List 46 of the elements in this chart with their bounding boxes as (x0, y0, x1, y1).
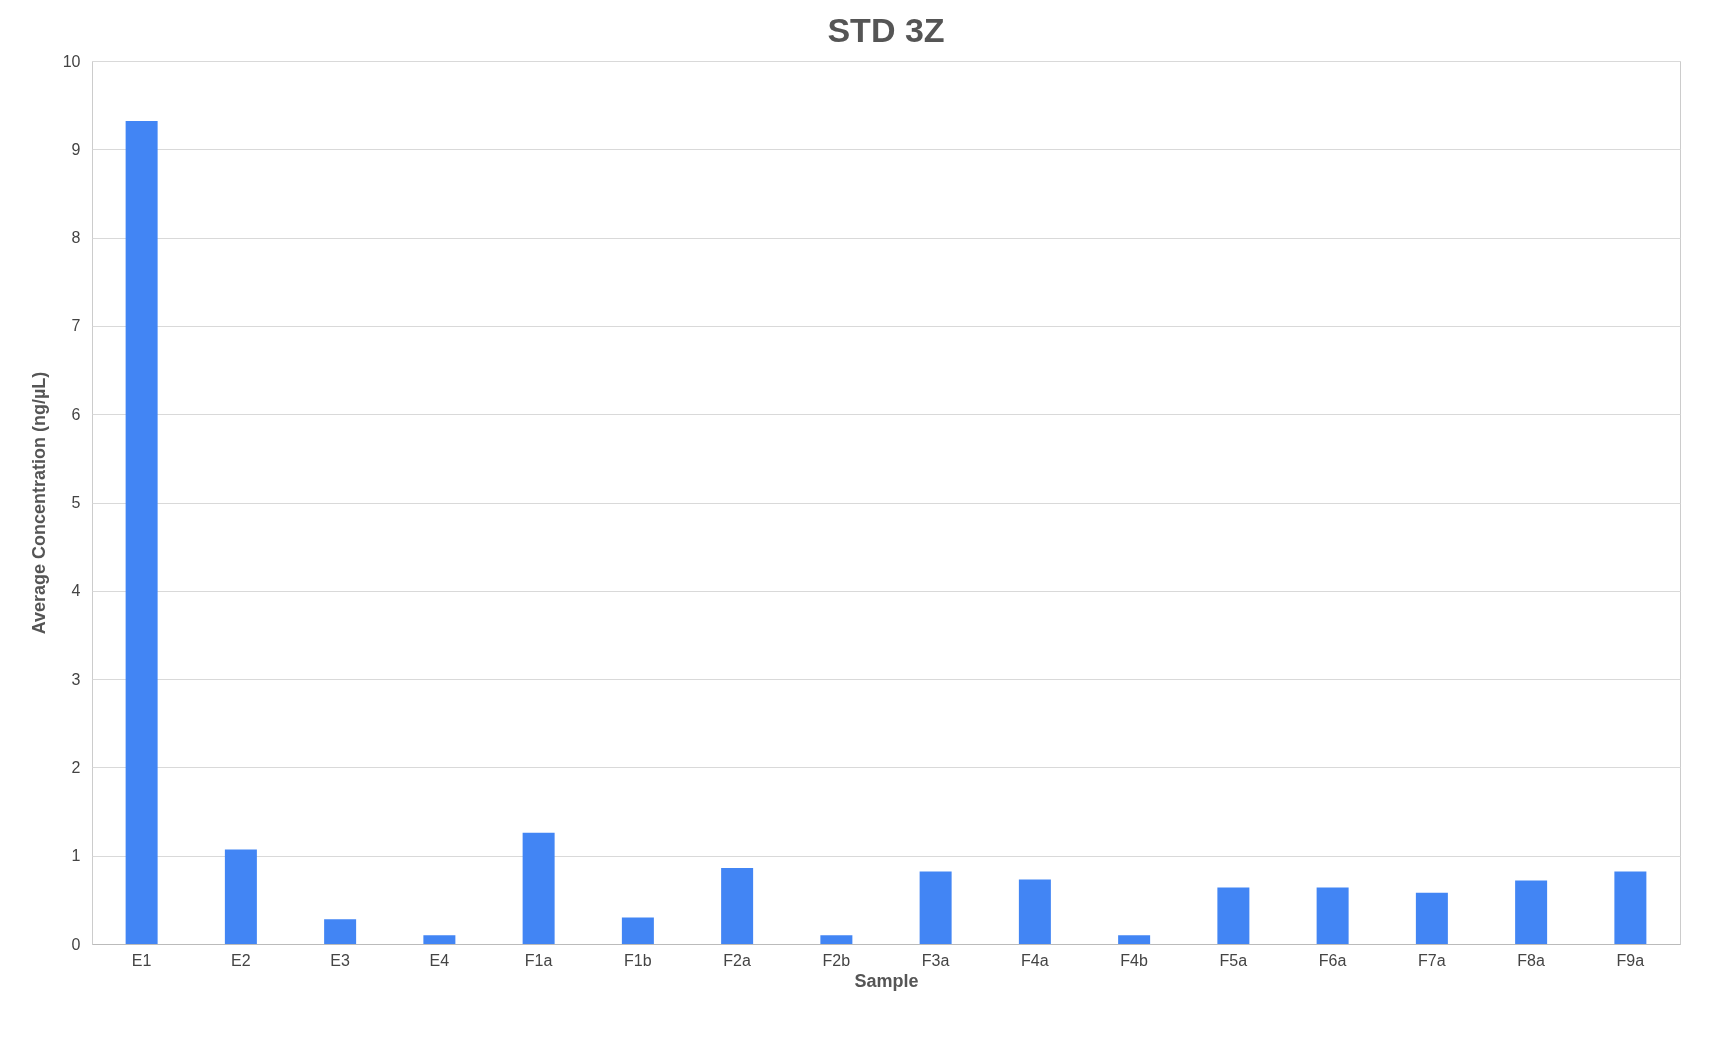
bar (820, 935, 853, 944)
y-tick-label: 10 (62, 52, 81, 70)
x-tick-label: F4a (1021, 951, 1049, 969)
chart-title: STD 3Z (827, 11, 945, 49)
x-tick-label: E1 (131, 951, 152, 969)
y-tick-label: 4 (71, 582, 81, 600)
bar (1614, 871, 1647, 944)
y-axis-title: Average Concentration (ng/µL) (28, 371, 49, 635)
x-axis-title: Sample (854, 970, 919, 991)
y-tick-label: 5 (71, 494, 81, 511)
x-tick-label: F2b (822, 951, 851, 969)
bar (1118, 935, 1151, 944)
x-tick-label: F1b (624, 951, 652, 969)
x-tick-label: F1a (524, 951, 553, 969)
y-tick-label: 1 (71, 847, 81, 865)
x-tick-label: F7a (1418, 951, 1446, 969)
x-tick-label: F4b (1120, 951, 1149, 969)
bar (1515, 880, 1548, 944)
x-tick-label: E4 (429, 951, 450, 969)
bar (423, 935, 456, 944)
bar (1217, 887, 1250, 944)
bar (224, 849, 257, 944)
y-tick-label: 0 (71, 935, 81, 953)
bar (1316, 887, 1349, 944)
bar (324, 919, 357, 944)
x-tick-label: F5a (1219, 951, 1248, 969)
y-tick-label: 3 (71, 670, 81, 688)
bar (125, 121, 158, 944)
x-tick-label: F2a (723, 951, 752, 969)
bar (1018, 879, 1051, 944)
x-tick-label: F8a (1517, 951, 1546, 969)
y-tick-label: 8 (71, 229, 81, 247)
bar (1415, 892, 1448, 944)
x-tick-label: E2 (231, 951, 251, 969)
y-tick-label: 2 (71, 758, 81, 776)
y-tick-label: 6 (71, 405, 81, 423)
x-tick-label: F3a (921, 951, 950, 969)
bar (721, 868, 754, 944)
bar (919, 871, 952, 944)
y-tick-label: 9 (71, 140, 81, 158)
y-tick-label: 7 (71, 317, 81, 335)
x-tick-label: F6a (1318, 951, 1347, 969)
bar (522, 832, 555, 944)
bar (621, 917, 654, 944)
x-tick-label: E3 (330, 951, 351, 969)
x-tick-label: F9a (1616, 951, 1645, 969)
